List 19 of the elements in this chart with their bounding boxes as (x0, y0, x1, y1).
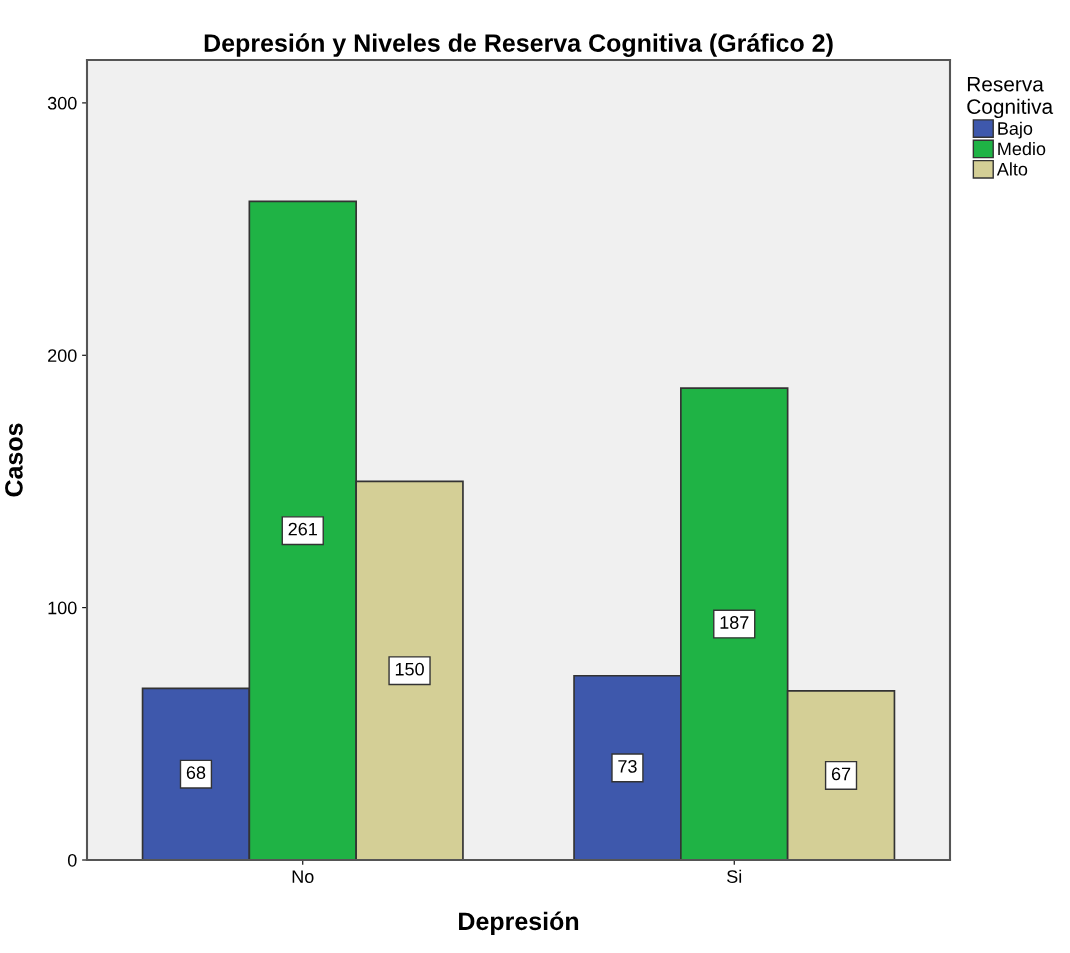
x-tick-label: No (292, 870, 314, 883)
x-tick-label: Si (727, 869, 742, 883)
x-axis-title: Depresión (459, 911, 579, 936)
data-label: 68 (186, 766, 206, 780)
legend-label: Bajo (998, 121, 1033, 139)
legend-title: Reserva Cognitiva (967, 77, 1054, 119)
y-axis-title: Casos (5, 423, 23, 497)
y-tick-label: 0 (67, 853, 77, 867)
y-tick-label: 300 (47, 96, 77, 110)
y-tick-label: 100 (48, 601, 77, 615)
data-label: 261 (288, 522, 317, 536)
chart-title: Depresión y Niveles de Reserva Cognitiva (Gráfico 2) (204, 33, 833, 57)
y-tick-label: 200 (48, 349, 77, 362)
data-label: 73 (618, 759, 637, 773)
legend-label: Medio (998, 141, 1046, 156)
data-label: 67 (831, 767, 851, 781)
data-label: 187 (720, 616, 749, 629)
legend-label: Alto (996, 162, 1028, 176)
data-label: 150 (395, 662, 424, 676)
